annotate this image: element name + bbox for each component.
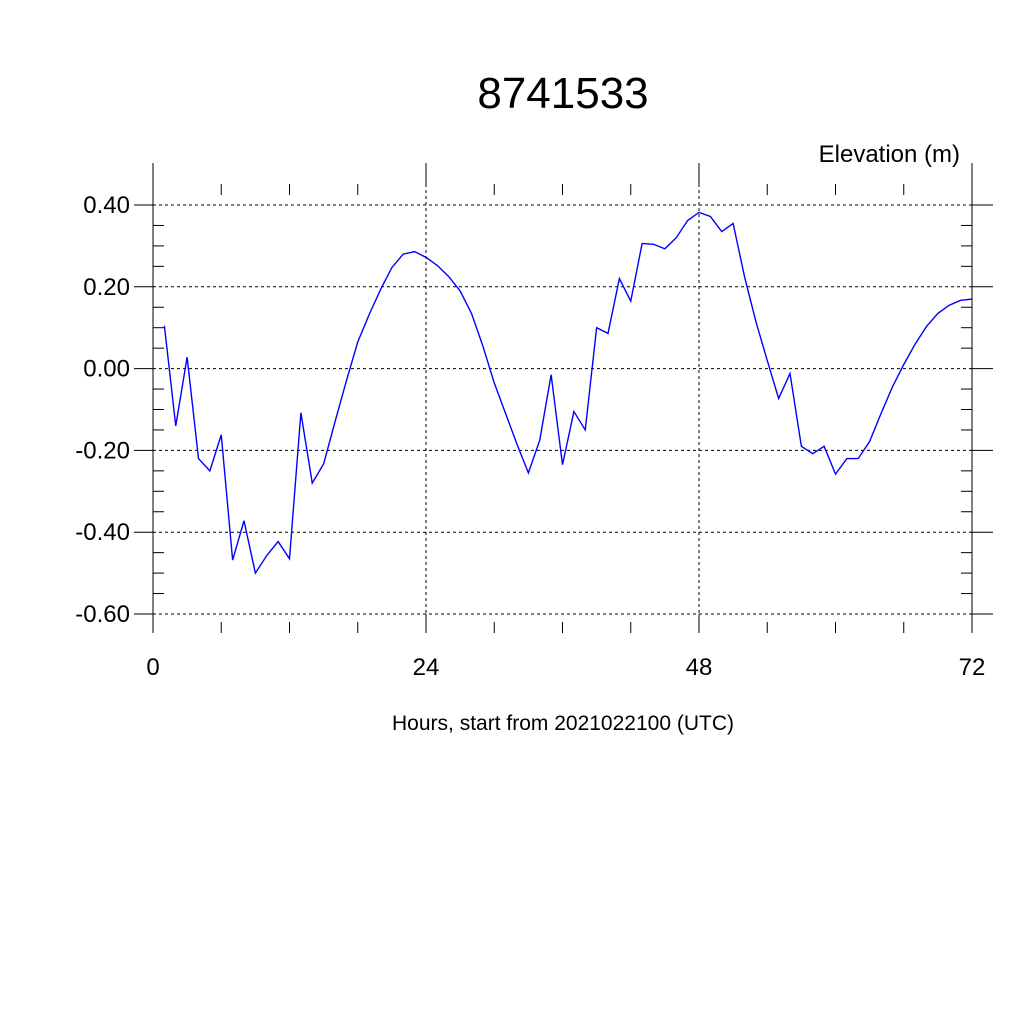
x-tick-label-1: 24	[413, 654, 440, 681]
series-layer	[163, 211, 973, 575]
tick-labels: 0.40 0.20 0.00 -0.20 -0.40 -0.60 0 24 48 72	[75, 192, 985, 681]
grid-lines	[153, 184, 972, 633]
y-tick-label-5: -0.60	[75, 601, 130, 628]
x-tick-label-0: 0	[146, 654, 159, 681]
y-tick-label-3: -0.20	[75, 437, 130, 464]
y-tick-label-4: -0.40	[75, 519, 130, 546]
tick-marks	[134, 163, 993, 633]
y-axis-unit-label: Elevation (m)	[819, 141, 960, 168]
x-tick-label-2: 48	[686, 654, 713, 681]
x-tick-label-3: 72	[959, 654, 986, 681]
y-tick-label-0: 0.40	[83, 192, 130, 219]
y-tick-label-2: 0.00	[83, 356, 130, 383]
x-axis-label: Hours, start from 2021022100 (UTC)	[392, 712, 734, 735]
chart-title: 8741533	[477, 69, 648, 118]
y-tick-label-1: 0.20	[83, 274, 130, 301]
series-line-0	[163, 211, 973, 575]
plot-frame	[152, 184, 973, 633]
